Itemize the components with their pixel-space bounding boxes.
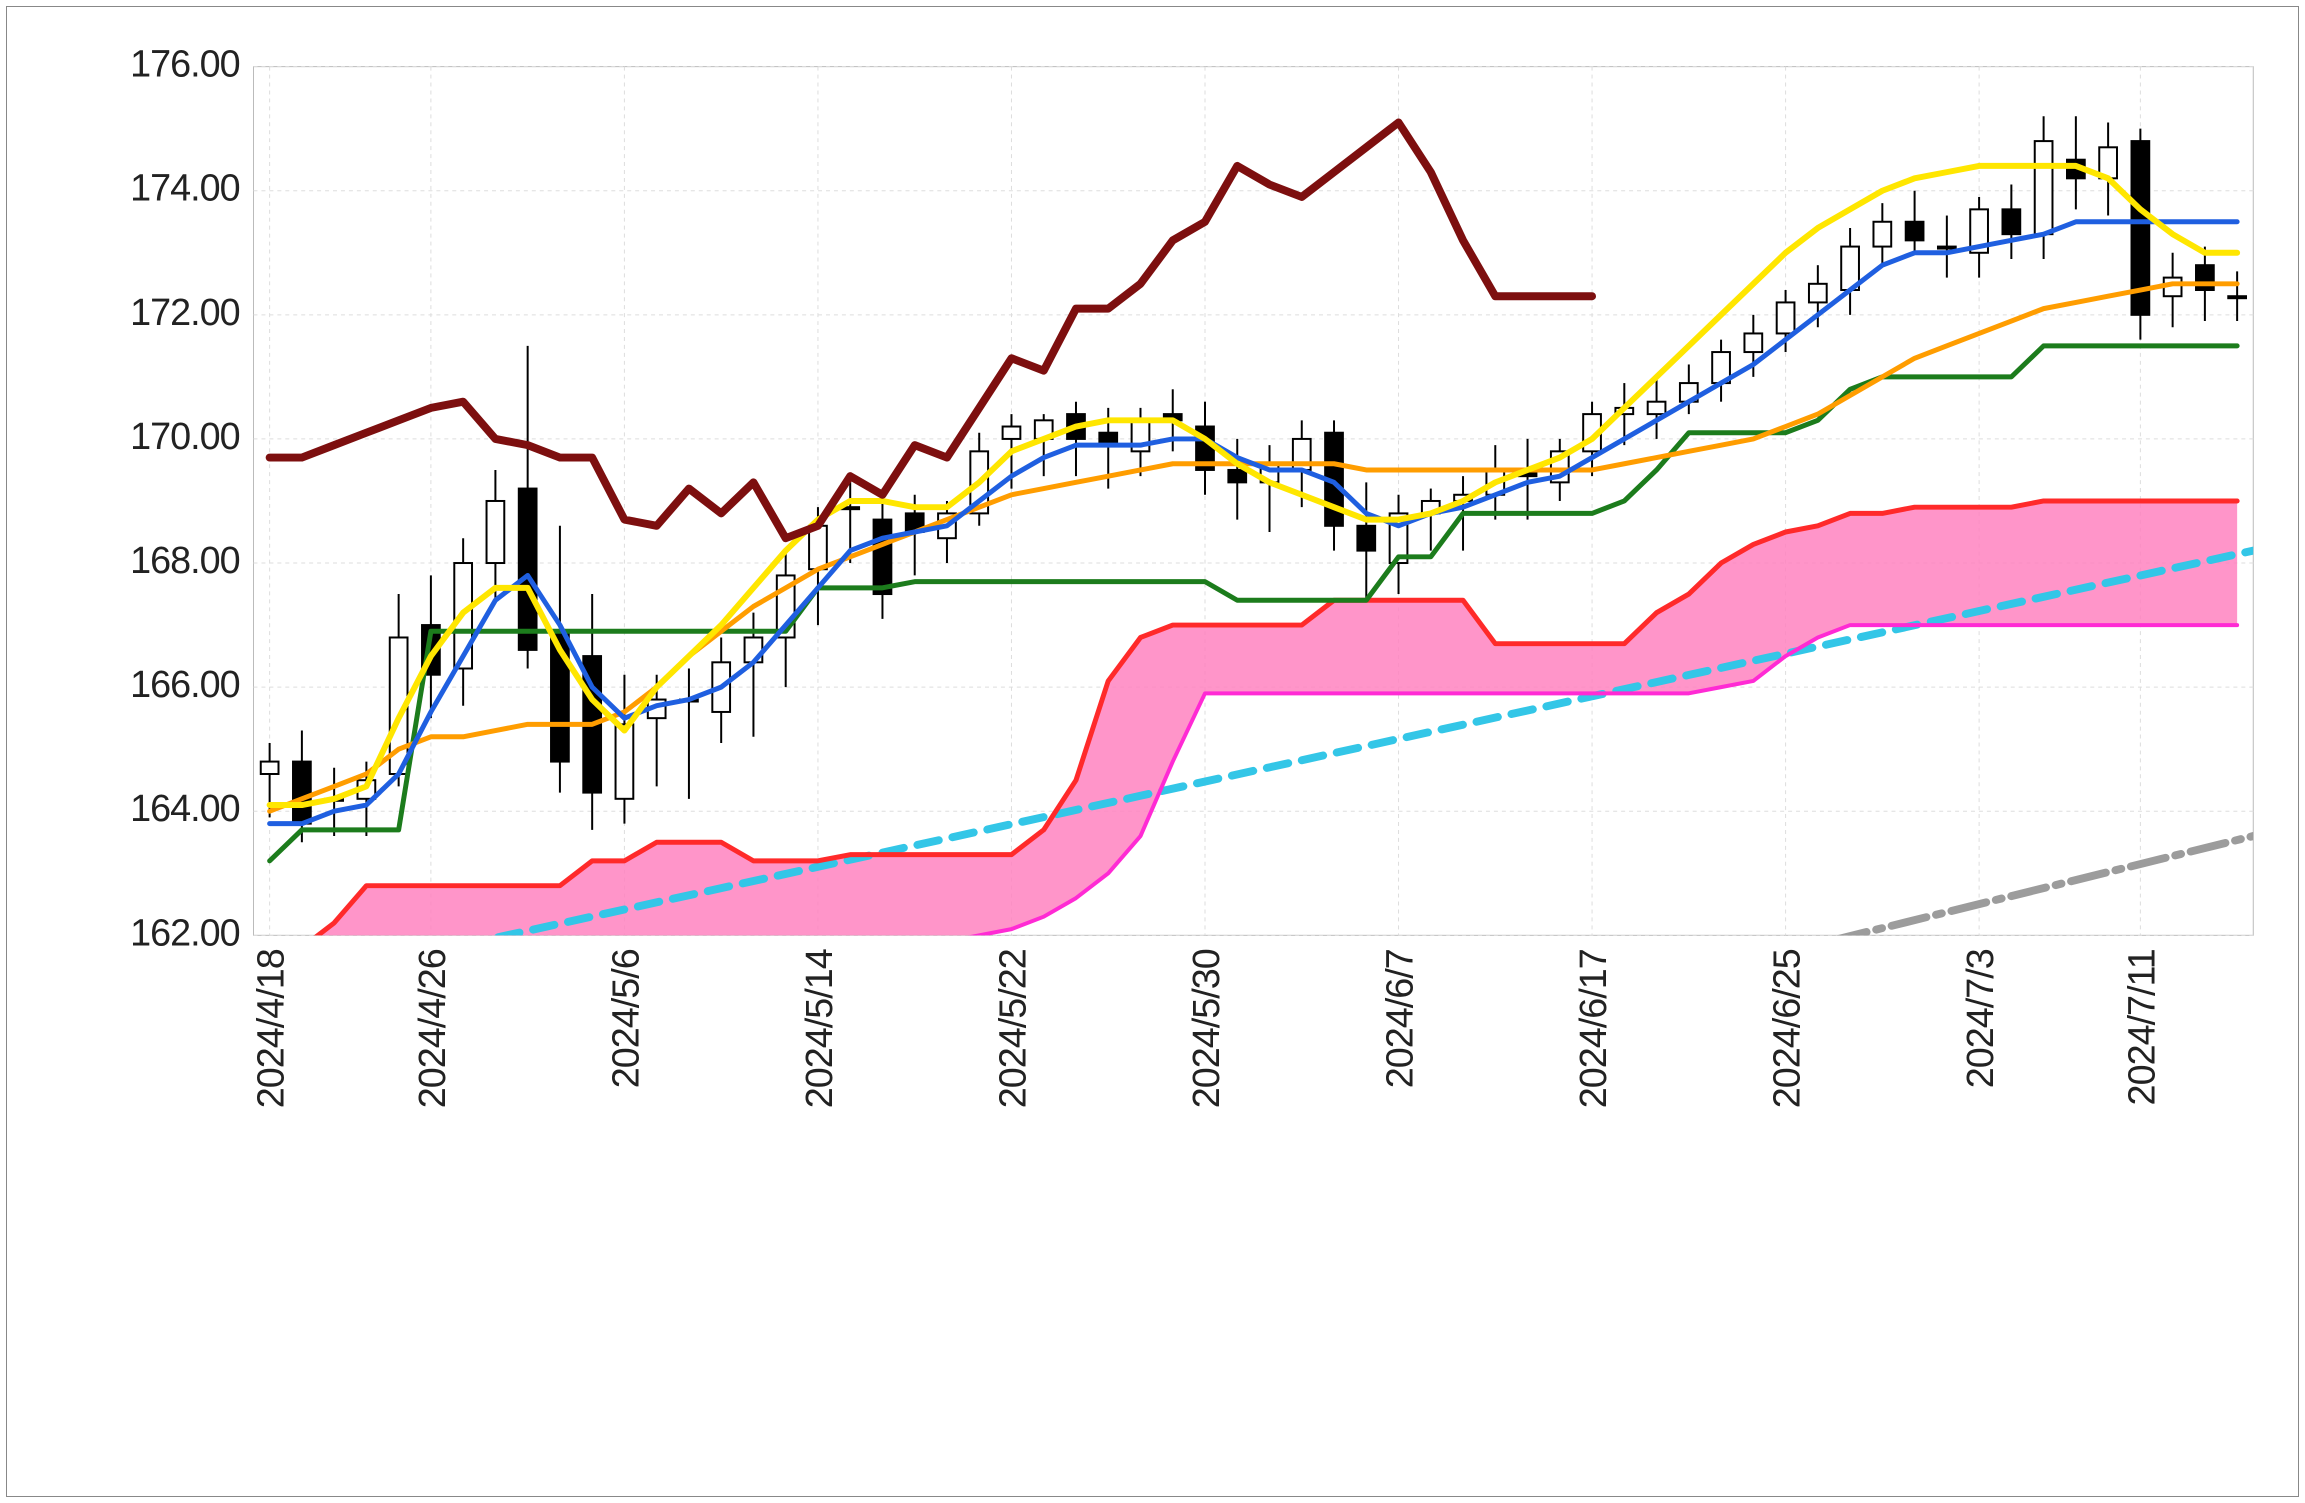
y-tick-label: 168.00	[130, 540, 240, 582]
y-tick-label: 174.00	[130, 168, 240, 210]
x-tick-label: 2024/5/6	[605, 949, 647, 1088]
x-axis-labels: 2024/4/18 2024/4/26 2024/5/6 2024/5/14 2024/…	[251, 949, 2164, 1108]
x-tick-label: 2024/4/18	[251, 949, 293, 1108]
y-tick-label: 176.00	[130, 44, 240, 86]
x-tick-label: 2024/6/7	[1379, 949, 1421, 1088]
chikou-span	[270, 122, 1592, 538]
x-tick-label: 2024/5/14	[799, 949, 841, 1108]
y-tick-label: 166.00	[130, 664, 240, 706]
candlesticks	[261, 116, 2246, 842]
x-tick-label: 2024/6/17	[1573, 949, 1615, 1108]
y-gridlines	[254, 67, 2254, 936]
x-gridlines	[270, 67, 2141, 936]
x-tick-label: 2024/5/30	[1186, 949, 1228, 1108]
ichimoku-chart: 162.00 164.00 166.00 168.00 170.00 172.00 174.…	[7, 7, 2298, 1496]
y-tick-label: 164.00	[130, 788, 240, 830]
x-tick-label: 2024/4/26	[412, 949, 454, 1108]
x-tick-label: 2024/6/25	[1766, 949, 1808, 1108]
y-tick-label: 170.00	[130, 416, 240, 458]
y-tick-label: 162.00	[130, 912, 240, 954]
y-axis-labels: 162.00 164.00 166.00 168.00 170.00 172.00 174.…	[130, 44, 240, 955]
x-tick-label: 2024/5/22	[992, 949, 1034, 1108]
x-tick-label: 2024/7/3	[1960, 949, 2002, 1088]
y-tick-label: 172.00	[130, 292, 240, 334]
x-tick-label: 2024/7/11	[2121, 949, 2163, 1105]
chart-frame: 162.00 164.00 166.00 168.00 170.00 172.00 174.…	[6, 6, 2299, 1497]
plot-area	[254, 67, 2254, 936]
